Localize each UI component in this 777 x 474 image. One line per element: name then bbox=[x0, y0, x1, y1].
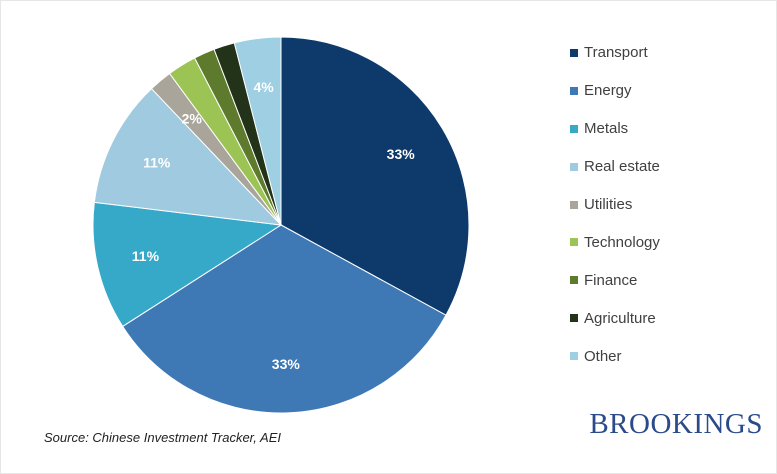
pie-data-labels: 33% 33% 11% 11% 2% 4% bbox=[132, 79, 415, 372]
legend-item-agriculture: Agriculture bbox=[570, 299, 770, 337]
legend-swatch-other bbox=[570, 352, 578, 361]
chart-legend: Transport Energy Metals Real estate Utilitie… bbox=[570, 34, 770, 375]
legend-label-finance: Finance bbox=[584, 271, 638, 289]
legend-label-real-estate: Real estate bbox=[584, 158, 660, 176]
legend-swatch-utilities bbox=[570, 200, 578, 209]
pie-slice-energy bbox=[121, 224, 447, 414]
legend-item-real-estate: Real estate bbox=[570, 148, 770, 186]
data-label-energy: 33% bbox=[272, 356, 301, 372]
legend-item-metals: Metals bbox=[570, 110, 770, 148]
legend-label-metals: Metals bbox=[584, 120, 629, 138]
legend-item-other: Other bbox=[570, 337, 770, 375]
legend-label-transport: Transport bbox=[584, 44, 648, 62]
legend-item-technology: Technology bbox=[570, 223, 770, 261]
legend-swatch-energy bbox=[570, 86, 578, 95]
pie-slice-other bbox=[233, 36, 282, 226]
pie-slice-metals bbox=[92, 201, 283, 328]
legend-label-agriculture: Agriculture bbox=[584, 309, 656, 327]
legend-swatch-transport bbox=[570, 48, 578, 57]
data-label-transport: 33% bbox=[387, 146, 416, 162]
data-label-utilities: 2% bbox=[182, 110, 203, 126]
legend-swatch-metals bbox=[570, 124, 578, 133]
data-label-real-estate: 11% bbox=[143, 155, 171, 171]
legend-item-finance: Finance bbox=[570, 261, 770, 299]
pie-slices bbox=[92, 36, 470, 414]
data-label-other: 4% bbox=[253, 79, 274, 95]
brand-logo: BROOKINGS bbox=[589, 408, 763, 440]
legend-swatch-technology bbox=[570, 238, 578, 247]
legend-swatch-real-estate bbox=[570, 162, 578, 171]
data-label-metals: 11% bbox=[132, 248, 160, 264]
legend-item-utilities: Utilities bbox=[570, 186, 770, 224]
legend-label-other: Other bbox=[584, 347, 622, 365]
legend-label-energy: Energy bbox=[584, 82, 632, 100]
source-note: Source: Chinese Investment Tracker, AEI bbox=[44, 430, 281, 445]
legend-item-transport: Transport bbox=[570, 34, 770, 72]
legend-item-energy: Energy bbox=[570, 72, 770, 110]
legend-swatch-agriculture bbox=[570, 314, 578, 323]
legend-label-utilities: Utilities bbox=[584, 196, 633, 213]
pie-slice-real-estate bbox=[93, 87, 283, 226]
legend-swatch-finance bbox=[570, 276, 578, 285]
pie-slice-transport bbox=[280, 36, 470, 316]
legend-label-technology: Technology bbox=[584, 233, 660, 251]
